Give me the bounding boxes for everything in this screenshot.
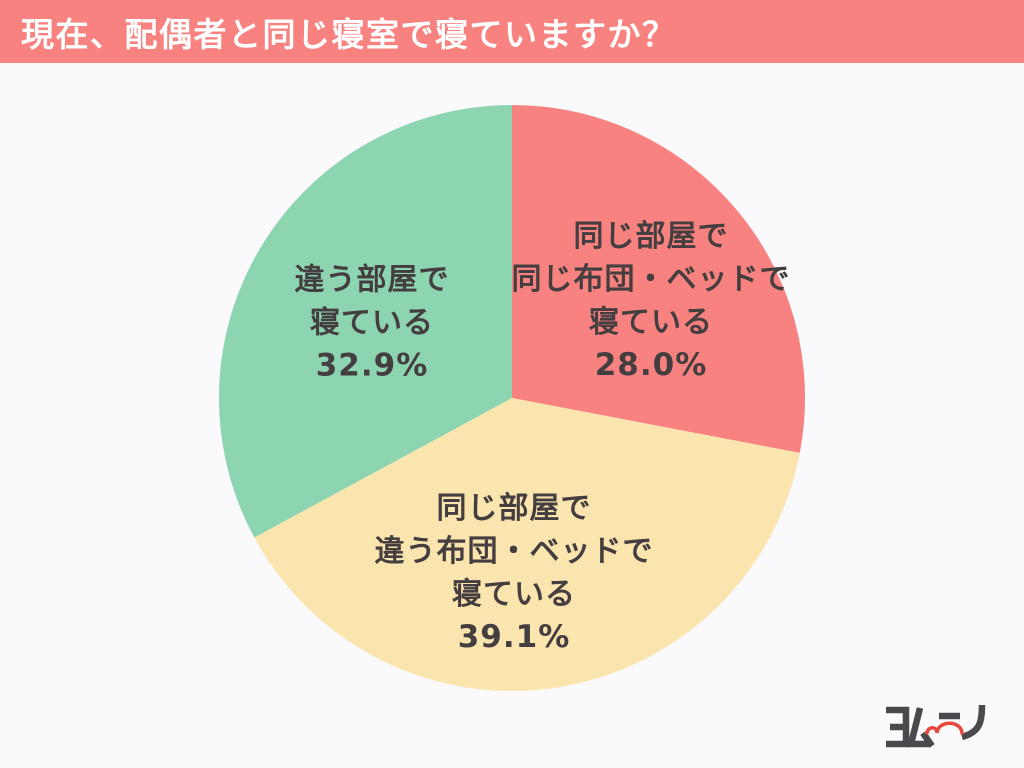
pie-slice-1 [254, 398, 800, 691]
page-title: 現在、配偶者と同じ寝室で寝ていますか？ [21, 14, 677, 54]
logo-char-yo [886, 706, 910, 748]
logo-char-mu [906, 707, 935, 748]
logo-char-no [960, 704, 986, 741]
logo-katakana-strokes [886, 704, 986, 748]
title-bar: 現在、配偶者と同じ寝室で寝ていますか？ [0, 0, 1024, 63]
pie-slice-0 [512, 105, 806, 453]
logo-accent-squiggle [925, 721, 964, 735]
pie-slice-2 [218, 105, 513, 538]
yomuno-logo [886, 704, 986, 748]
